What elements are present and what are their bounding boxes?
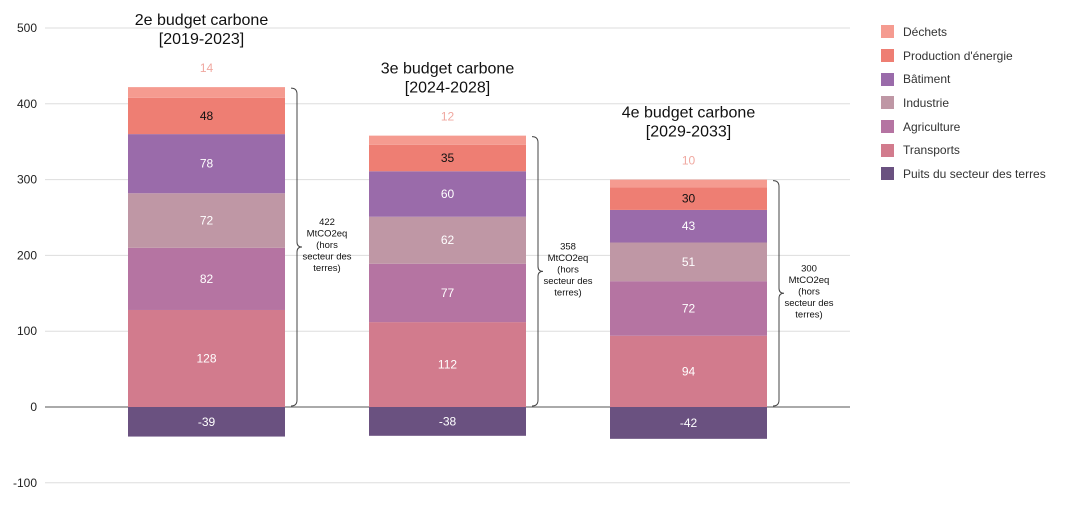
bar-segment [610,179,767,188]
data-label: 51 [682,255,696,269]
legend-label: Déchets [903,24,948,39]
total-label: MtCO2eq [307,229,348,240]
category-title: 4e budget carbone [622,105,756,122]
bar-segment [128,87,285,98]
bar-segment [610,407,767,439]
data-label: 30 [682,192,696,206]
legend-swatch [881,96,894,110]
y-tick-label: 300 [17,173,37,187]
total-label: 358 [560,241,576,252]
legend-label: Production d'énergie [903,48,1013,63]
category-title: 2e budget carbone [135,12,269,29]
y-tick-label: 100 [17,324,37,338]
bar-segment [128,193,285,248]
total-label: (hors [557,264,579,275]
total-label: (hors [798,286,820,297]
category-title: 3e budget carbone [381,61,515,78]
data-label: 48 [200,109,214,123]
legend-swatch [881,49,894,63]
y-tick-label: 0 [30,400,37,414]
data-label: -42 [680,416,698,430]
data-label: 78 [200,157,214,171]
bar-segment [128,309,285,407]
legend-swatch [881,25,894,39]
bar-segment [610,209,767,243]
bar-segment [369,135,526,145]
bar-segment [128,97,285,135]
bar-segment [369,144,526,172]
total-label: MtCO2eq [548,253,589,264]
total-label: secteur des [784,298,833,309]
data-label: 82 [200,272,214,286]
legend-item: Industrie [881,91,1046,115]
data-label: 72 [682,301,696,315]
total-label: terres) [554,287,581,298]
data-label: 77 [441,286,455,300]
bar-segment [128,247,285,310]
y-tick-label: 400 [17,97,37,111]
y-tick-label: 500 [17,21,37,35]
legend-swatch [881,143,894,157]
y-tick-label: -100 [13,476,37,490]
data-label: 43 [682,219,696,233]
bar-segment [369,407,526,436]
legend-item: Production d'énergie [881,44,1046,68]
data-label: 10 [682,154,696,168]
bar-segment [610,187,767,210]
legend-label: Industrie [903,95,950,110]
data-label: 35 [441,151,455,165]
legend-item: Puits du secteur des terres [881,162,1046,186]
bar-segment [369,216,526,264]
data-label: 94 [682,364,696,378]
bar-segment [369,263,526,323]
legend-label: Puits du secteur des terres [903,166,1046,181]
data-label: 60 [441,187,455,201]
legend-label: Agriculture [903,119,961,134]
legend-item: Bâtiment [881,67,1046,91]
bar-segment [610,281,767,336]
data-label: 112 [438,358,457,372]
bar-segment [610,335,767,407]
data-label: -39 [198,415,216,429]
bar-segment [369,171,526,217]
bar-segment [369,322,526,407]
total-label: MtCO2eq [789,275,830,286]
category-title: [2019-2023] [159,31,244,48]
brace [772,180,785,407]
total-label: terres) [795,309,822,320]
data-label: 12 [441,110,455,124]
total-label: (hors [316,240,338,251]
data-label: 14 [200,61,214,75]
total-label: 300 [801,263,817,274]
bar-segment [610,242,767,282]
legend-label: Transports [903,143,960,158]
bar-segment [128,407,285,437]
legend-item: Transports [881,138,1046,162]
legend-swatch [881,167,894,181]
brace [531,136,544,407]
data-label: -38 [439,414,457,428]
legend-swatch [881,72,894,86]
legend-swatch [881,120,894,134]
category-title: [2029-2033] [646,124,731,141]
legend-label: Bâtiment [903,72,951,87]
total-label: secteur des [302,252,351,263]
data-label: 72 [200,214,214,228]
legend: Déchets Production d'énergie Bâtiment Indus… [881,20,1046,186]
category-title: [2024-2028] [405,80,490,97]
data-label: 62 [441,233,455,247]
total-label: secteur des [543,276,592,287]
total-label: terres) [313,263,340,274]
brace [290,87,303,407]
total-label: 422 [319,217,335,228]
legend-item: Agriculture [881,115,1046,139]
legend-item: Déchets [881,20,1046,44]
y-tick-label: 200 [17,248,37,262]
data-label: 128 [196,351,216,365]
bar-segment [128,134,285,194]
